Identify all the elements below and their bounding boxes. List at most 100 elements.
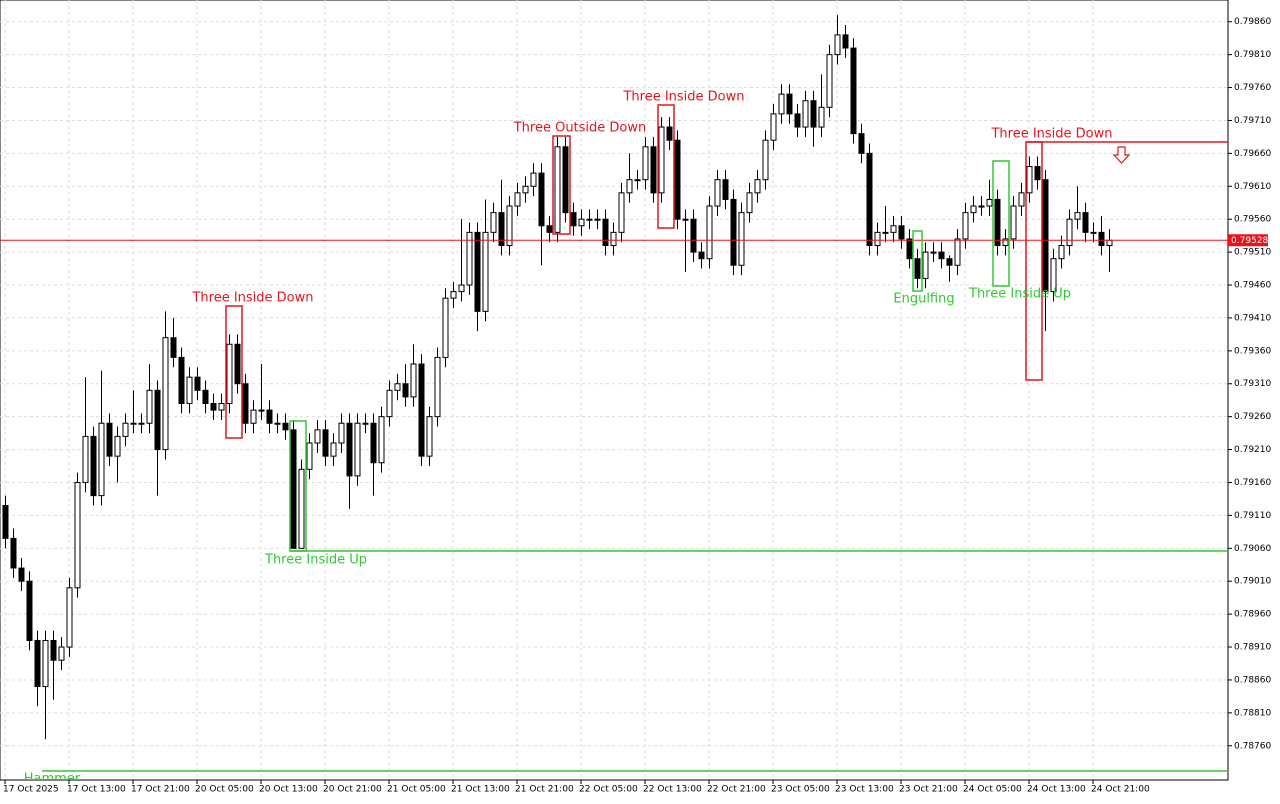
candle-body [634,179,641,182]
pattern-label: Three Inside Up [264,553,367,568]
candle-body [1074,212,1081,220]
candle-body [306,442,313,470]
candle-body [458,284,465,293]
candle-body [1018,192,1025,207]
candle-body [666,126,673,141]
x-tick-label: 20 Oct 13:00 [259,785,318,795]
candle-body [874,231,881,247]
candle-body [386,389,393,418]
candle-body [1098,231,1105,247]
x-tick-label: 23 Oct 13:00 [835,785,894,795]
candle-body [714,179,721,207]
pattern-box [225,305,243,439]
candle-body [1090,231,1097,234]
y-tick-label: 0.79260 [1234,412,1271,422]
candle-body [890,225,897,233]
candle-body [418,363,425,457]
candle-body [1002,238,1009,247]
annotations: Three Inside Down Three Outside Down Three… [24,90,1113,781]
candle-body [370,422,377,464]
x-tick-label: 24 Oct 21:00 [1091,785,1150,795]
y-tick-label: 0.79560 [1234,215,1271,225]
candle-body [938,251,945,260]
candle-body [346,422,353,477]
candle-body [922,251,929,279]
candle-body [682,218,689,221]
candle-body [98,422,105,497]
candle-body [322,429,329,457]
candle-body [786,93,793,115]
y-tick-label: 0.79710 [1234,116,1271,126]
candle-body [354,422,361,477]
y-tick-label: 0.79410 [1234,313,1271,323]
candle-body [298,468,305,549]
x-tick-label: 24 Oct 05:00 [963,785,1022,795]
candle-body [554,146,561,233]
candle-body [1042,179,1049,293]
candle-body [442,297,449,358]
candle-body [498,212,505,247]
y-tick-label: 0.78960 [1234,610,1271,620]
y-tick-label: 0.78810 [1234,708,1271,718]
candle-body [1034,166,1041,181]
x-tick-label: 24 Oct 13:00 [1027,785,1086,795]
pattern-box [912,230,923,292]
candle-body [850,47,857,135]
candle-body [930,251,937,254]
candle-body [954,238,961,266]
candle-body [338,422,345,444]
y-tick-label: 0.79760 [1234,83,1271,93]
y-tick-label: 0.79210 [1234,445,1271,455]
x-tick-label: 20 Oct 05:00 [195,785,254,795]
candle-body [202,389,209,404]
candle-body [1010,205,1017,240]
candle-body [898,225,905,240]
pattern-label: Three Inside Down [191,291,313,306]
pattern-label: Three Inside Down [990,127,1112,142]
candle-body [218,402,225,411]
candle-body [130,422,137,425]
grid [0,0,1228,780]
candle-body [314,429,321,444]
last-price-label: 0.79528 [1231,236,1268,246]
candle-body [522,185,529,194]
candle-body [466,231,473,286]
candle-body [610,231,617,247]
candle-body [474,231,481,312]
y-tick-label: 0.79310 [1234,379,1271,389]
x-tick-label: 22 Oct 21:00 [707,785,766,795]
candle-body [994,198,1001,247]
candle-body [18,567,25,582]
candle-body [770,113,777,141]
y-tick-label: 0.79510 [1234,248,1271,258]
candle-body [378,416,385,464]
y-tick-label: 0.79060 [1234,544,1271,554]
candle-body [234,343,241,385]
candle-body [34,639,41,688]
candle-body [762,139,769,181]
candle-body [754,179,761,194]
pattern-box [552,135,571,235]
x-tick-label: 17 Oct 2025 [3,785,59,795]
pattern-label: Three Inside Down [622,90,744,105]
candle-body [362,422,369,425]
x-tick-label: 23 Oct 05:00 [771,785,830,795]
candle-body [402,383,409,398]
candle-body [882,231,889,234]
candle-body [538,172,545,227]
candle-body [210,402,217,411]
candle-body [178,356,185,404]
candle-body [2,505,9,539]
y-tick-label: 0.79360 [1234,346,1271,356]
candle-body [10,537,17,569]
candle-body [650,146,657,194]
candle-body [162,337,169,451]
candle-body [970,205,977,214]
pattern-box [1025,141,1043,381]
candle-body [74,481,81,589]
x-tick-label: 20 Oct 21:00 [323,785,382,795]
y-tick-label: 0.79610 [1234,182,1271,192]
pattern-box [289,420,307,552]
